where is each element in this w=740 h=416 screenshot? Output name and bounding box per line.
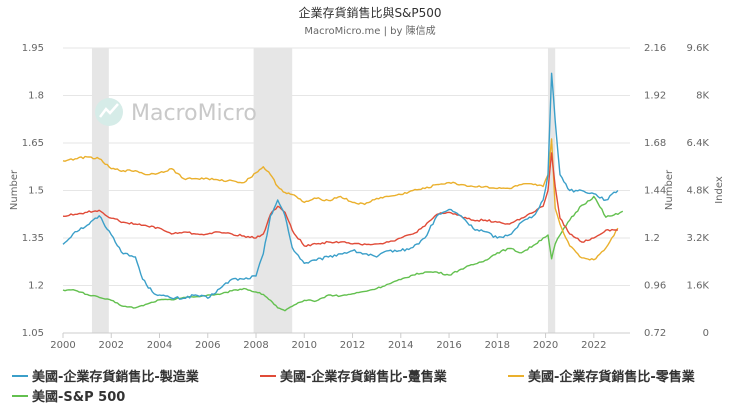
- left-tick-label: 1.35: [22, 233, 44, 244]
- left-tick-label: 1.2: [28, 281, 44, 292]
- watermark-logo-icon: [95, 98, 123, 126]
- legend-swatch-icon: [508, 374, 524, 377]
- right-axis-index: 0 1.6K 3.2K 4.8K 6.4K 8K 9.6K: [687, 43, 710, 339]
- series-group: [62, 72, 624, 312]
- right-number-tick-label: 1.68: [644, 138, 666, 149]
- right-axis-index-label: Index: [714, 176, 725, 204]
- legend-item-manufacturing[interactable]: 美國-企業存貨銷售比-製造業: [12, 366, 199, 385]
- right-number-tick-label: 1.92: [644, 91, 666, 102]
- x-tick-label: 2008: [243, 340, 268, 351]
- legend-swatch-icon: [12, 394, 28, 397]
- x-tick-label: 2016: [436, 340, 461, 351]
- right-index-tick-label: 4.8K: [687, 186, 710, 197]
- right-axis-number-label: Number: [664, 169, 675, 210]
- x-tick-label: 2012: [340, 340, 365, 351]
- legend-item-wholesale[interactable]: 美國-企業存貨銷售比-躉售業: [260, 366, 447, 385]
- x-axis: 2000 2002 2004 2006 2008 2010 2012 2014 2016 2018…: [50, 332, 630, 351]
- x-tick-label: 2018: [485, 340, 510, 351]
- x-tick-label: 2020: [533, 340, 558, 351]
- right-axis-number: 0.72 0.96 1.2 1.44 1.68 1.92 2.16: [644, 43, 666, 339]
- legend-item-retail[interactable]: 美國-企業存貨銷售比-零售業: [508, 366, 695, 385]
- right-index-tick-label: 1.6K: [687, 281, 710, 292]
- right-index-tick-label: 8K: [696, 91, 709, 102]
- right-index-tick-label: 9.6K: [687, 43, 710, 54]
- left-axis-label: Number: [9, 169, 20, 210]
- x-tick-label: 2014: [388, 340, 413, 351]
- chart-subtitle: MacroMicro.me | by 陳信成: [304, 25, 435, 37]
- right-index-tick-label: 3.2K: [687, 233, 710, 244]
- legend-label: 美國-S&P 500: [32, 390, 126, 405]
- chart-area: 企業存貨銷售比與S&P500 MacroMicro.me | by 陳信成 Ma…: [9, 5, 725, 351]
- left-tick-label: 1.5: [28, 186, 44, 197]
- legend-item-sp500[interactable]: 美國-S&P 500: [12, 386, 125, 405]
- left-tick-label: 1.8: [28, 91, 44, 102]
- series-line: [62, 138, 619, 261]
- legend-label: 美國-企業存貨銷售比-製造業: [32, 370, 199, 385]
- x-tick-label: 2006: [195, 340, 220, 351]
- watermark-text: MacroMicro: [131, 101, 257, 126]
- chart-title: 企業存貨銷售比與S&P500: [298, 5, 441, 20]
- right-index-tick-label: 0: [703, 328, 709, 339]
- right-number-tick-label: 0.72: [644, 328, 666, 339]
- right-number-tick-label: 1.2: [644, 233, 660, 244]
- x-tick-label: 2022: [581, 340, 606, 351]
- x-tick-label: 2004: [147, 340, 172, 351]
- right-number-tick-label: 1.44: [644, 186, 666, 197]
- legend-swatch-icon: [12, 374, 28, 377]
- x-tick-label: 2002: [99, 340, 124, 351]
- left-tick-label: 1.05: [22, 328, 44, 339]
- series-line: [62, 195, 624, 312]
- legend-swatch-icon: [260, 374, 276, 377]
- legend-label: 美國-企業存貨銷售比-躉售業: [280, 370, 447, 385]
- left-tick-label: 1.95: [22, 43, 44, 54]
- right-number-tick-label: 0.96: [644, 281, 666, 292]
- series-line: [62, 152, 618, 247]
- right-index-tick-label: 6.4K: [687, 138, 710, 149]
- left-axis: 1.05 1.2 1.35 1.5 1.65 1.8 1.95: [22, 43, 44, 339]
- left-tick-label: 1.65: [22, 138, 44, 149]
- x-tick-label: 2010: [292, 340, 317, 351]
- x-tick-label: 2000: [50, 340, 75, 351]
- watermark: MacroMicro: [95, 98, 257, 126]
- right-number-tick-label: 2.16: [644, 43, 666, 54]
- series-line: [62, 72, 619, 300]
- legend-label: 美國-企業存貨銷售比-零售業: [528, 370, 695, 385]
